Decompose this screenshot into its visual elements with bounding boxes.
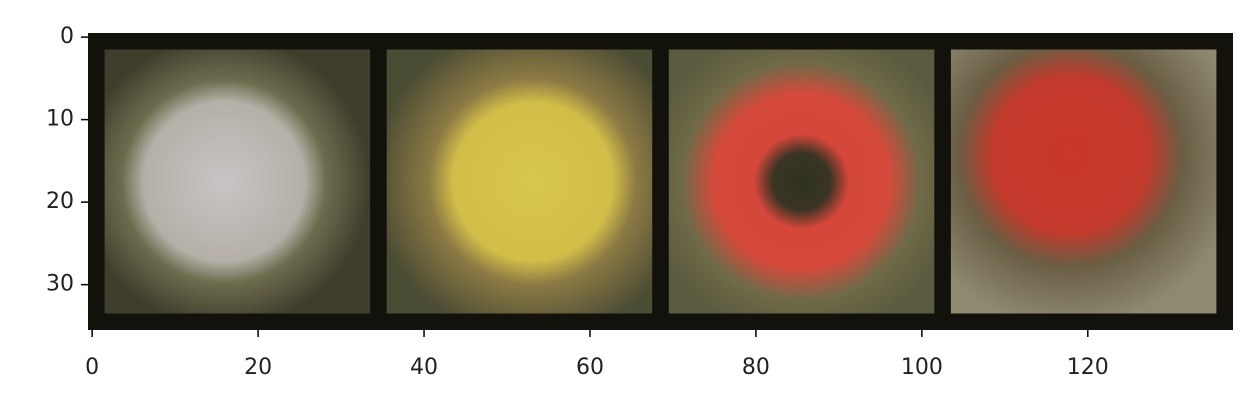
x-tick-label: 20 [244, 355, 272, 380]
image-area [88, 33, 1233, 330]
y-tick-label: 30 [46, 272, 74, 297]
x-tick-label: 40 [410, 355, 438, 380]
x-tick-label: 80 [742, 355, 770, 380]
image-tile [668, 49, 935, 314]
y-tick-label: 10 [46, 107, 74, 132]
x-tick-label: 60 [576, 355, 604, 380]
x-tick-label: 100 [901, 355, 943, 380]
x-tick-label: 0 [85, 355, 99, 380]
y-tick-label: 20 [46, 189, 74, 214]
image-tile [104, 49, 371, 314]
image-tile [386, 49, 653, 314]
image-tile [950, 49, 1217, 314]
x-tick-label: 120 [1067, 355, 1109, 380]
y-tick-label: 0 [60, 24, 74, 49]
